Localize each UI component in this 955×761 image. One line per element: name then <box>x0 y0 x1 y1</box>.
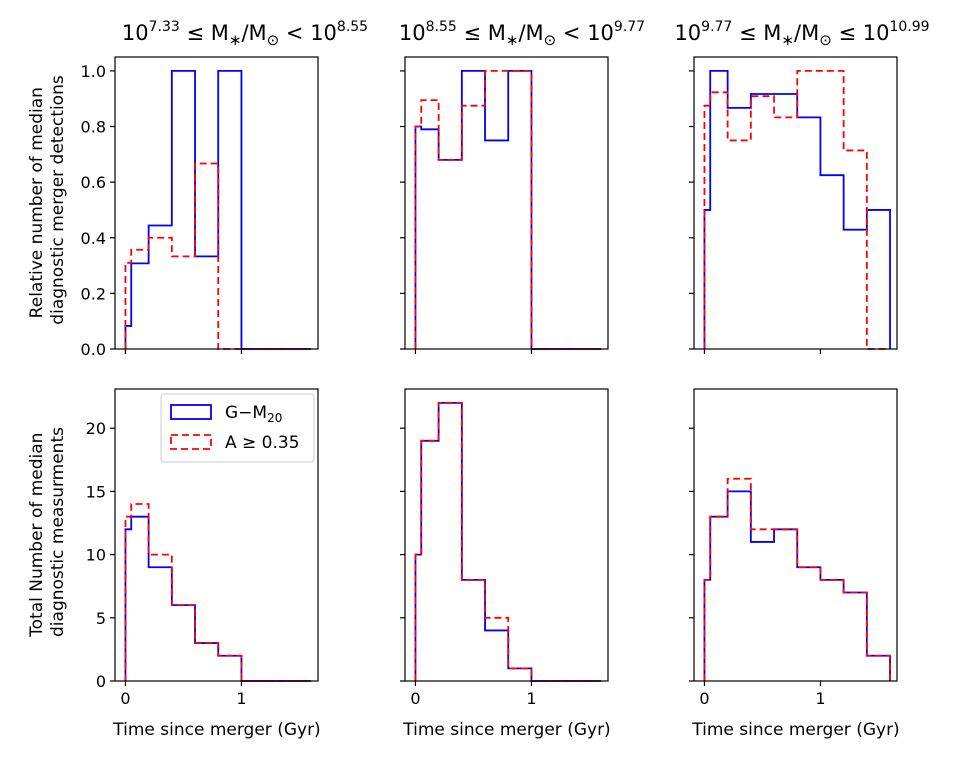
legend-asym-label: A ≥ 0.35 <box>225 433 300 453</box>
xtick-label-bottom-left-0: 0 <box>120 689 130 708</box>
title-1-mid: ≤ M <box>180 21 229 45</box>
series-asym-top-middle <box>414 70 602 350</box>
title-3-star: ∗ <box>781 31 794 49</box>
axes-frame-top-left <box>114 56 319 350</box>
ytick-label-bottom-left-0: 0 <box>96 672 106 691</box>
xlabel-middle: Time since merger (Gyr) <box>402 720 610 740</box>
title-3-mid: ≤ M <box>732 21 781 45</box>
ytick-label-top-left-4: 0.8 <box>81 118 106 137</box>
legend-frame <box>160 393 315 463</box>
title-2-mid: ≤ M <box>457 21 506 45</box>
xlabel-right: Time since merger (Gyr) <box>691 720 899 740</box>
title-2-lo-exp: 8.55 <box>426 19 457 35</box>
legend-gm20-label: G−M20 <box>225 403 282 425</box>
panel-top-left: 0.0 0.2 0.4 0.6 0.8 1.0 <box>81 56 319 359</box>
axes-frame-bottom-right <box>693 388 898 682</box>
title-panel-3: 109.77 ≤ M∗/M⊙ ≤ 1010.99 <box>674 19 929 49</box>
series-gm20-top-left <box>124 70 312 350</box>
ytick-label-top-left-2: 0.4 <box>81 229 106 248</box>
series-asym-top-right <box>703 70 891 350</box>
ylabel-bottom-line1: Total Number of median <box>27 433 47 638</box>
xlabel-left: Time since merger (Gyr) <box>112 720 320 740</box>
title-1-hi-exp: 8.55 <box>337 19 368 35</box>
series-asym-bottom-left <box>124 503 312 682</box>
title-3-sun: ⊙ <box>819 31 832 49</box>
title-2-op: < 10 <box>556 21 614 45</box>
xtick-label-bottom-middle-1: 1 <box>526 689 536 708</box>
legend-asym-patch <box>170 434 212 450</box>
ytick-label-bottom-left-4: 20 <box>86 419 106 438</box>
series-asym-bottom-right <box>703 477 891 681</box>
legend: G−M20 A ≥ 0.35 <box>160 393 315 463</box>
title-2-sun: ⊙ <box>544 31 557 49</box>
title-3-lo-exp: 9.77 <box>701 19 732 35</box>
title-3-op: ≤ 10 <box>832 21 890 45</box>
ylabel-top: Relative number of median diagnostic mer… <box>27 75 68 325</box>
title-2-star: ∗ <box>506 31 519 49</box>
ytick-label-bottom-left-3: 15 <box>86 482 106 501</box>
axes-frame-bottom-left <box>114 388 319 682</box>
ytick-label-top-left-1: 0.2 <box>81 284 106 303</box>
title-1-lo-exp: 7.33 <box>149 19 180 35</box>
title-1-sun: ⊙ <box>267 31 280 49</box>
ytick-label-top-left-3: 0.6 <box>81 173 106 192</box>
ytick-label-top-left-5: 1.0 <box>81 62 106 81</box>
series-asym-top-left <box>124 162 312 350</box>
xtick-label-bottom-right-0: 0 <box>699 689 709 708</box>
ylabel-top-line1: Relative number of median <box>27 87 47 318</box>
panel-top-right <box>689 56 898 354</box>
xtick-label-bottom-right-1: 1 <box>815 689 825 708</box>
xtick-label-bottom-left-1: 1 <box>236 689 246 708</box>
title-panel-2: 108.55 ≤ M∗/M⊙ < 109.77 <box>399 19 645 49</box>
ylabel-bottom-line2: diagnostic measurments <box>48 427 68 637</box>
title-3-sep: /M <box>794 21 819 45</box>
title-3-base: 10 <box>674 21 701 45</box>
ylabel-bottom: Total Number of median diagnostic measur… <box>27 427 68 638</box>
title-1-base: 10 <box>122 21 149 45</box>
ytick-label-bottom-left-2: 10 <box>86 546 106 565</box>
series-gm20-bottom-right <box>703 490 891 681</box>
legend-gm20-sub: 20 <box>267 411 282 425</box>
panel-top-middle <box>400 56 609 354</box>
xtick-label-bottom-middle-0: 0 <box>410 689 420 708</box>
axes-frame-bottom-middle <box>404 388 609 682</box>
title-1-sep: /M <box>241 21 266 45</box>
series-asym-bottom-middle <box>414 402 602 682</box>
axes-frame-top-middle <box>404 56 609 350</box>
ylabel-top-line2: diagnostic merger detections <box>48 75 68 325</box>
legend-gm20-patch <box>170 404 212 420</box>
ytick-label-top-left-0: 0.0 <box>81 340 106 359</box>
title-1-op: < 10 <box>279 21 337 45</box>
series-gm20-top-middle <box>414 70 602 350</box>
title-1-star: ∗ <box>229 31 242 49</box>
title-2-sep: /M <box>518 21 543 45</box>
legend-gm20-text: G−M <box>225 403 267 423</box>
title-2-base: 10 <box>399 21 426 45</box>
title-panel-1: 107.33 ≤ M∗/M⊙ < 108.55 <box>122 19 368 49</box>
title-2-hi-exp: 9.77 <box>614 19 645 35</box>
title-3-hi-exp: 10.99 <box>889 19 929 35</box>
axes-frame-top-right <box>693 56 898 350</box>
ytick-label-bottom-left-1: 5 <box>96 609 106 628</box>
